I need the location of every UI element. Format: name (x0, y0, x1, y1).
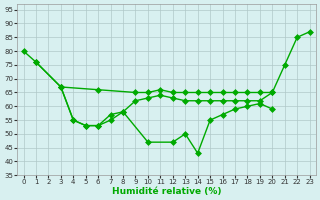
X-axis label: Humidité relative (%): Humidité relative (%) (112, 187, 221, 196)
